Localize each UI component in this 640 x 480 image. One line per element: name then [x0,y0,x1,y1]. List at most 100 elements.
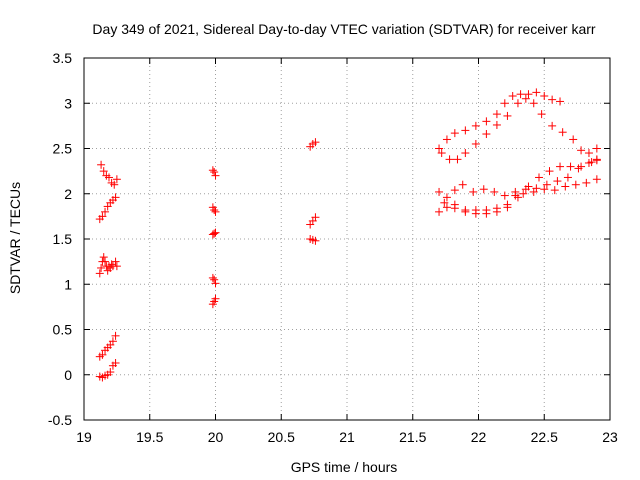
data-point [98,350,107,359]
data-point [111,193,120,202]
data-point [482,130,491,139]
data-point [503,111,512,120]
data-point [99,167,108,176]
data-point [435,207,444,216]
data-point [210,206,219,215]
data-point [97,263,106,272]
data-point [577,162,586,171]
data-point [500,99,509,108]
data-point [211,294,220,303]
data-point [482,117,491,126]
data-point [529,187,538,196]
data-point [545,167,554,176]
y-tick-label: 2 [64,186,72,202]
data-point [571,180,580,189]
data-point [98,212,107,221]
data-point [482,206,491,215]
data-point [453,155,462,164]
y-tick-label: 1 [64,276,72,292]
data-point [461,207,470,216]
chart-title: Day 349 of 2021, Sidereal Day-to-day VTE… [92,21,595,37]
grid [84,58,610,420]
data-point [111,358,120,367]
data-point [95,269,104,278]
data-point [542,180,551,189]
y-tick-labels: -0.5 0 0.5 1 1.5 2 2.5 3 3.5 [48,50,72,428]
data-point [508,92,517,101]
data-point [210,275,219,284]
data-point [440,198,449,207]
data-point [442,193,451,202]
data-point [458,180,467,189]
data-point [101,207,110,216]
data-point [437,149,446,158]
data-point [208,273,217,282]
data-point [548,95,557,104]
x-tick-label: 21.5 [399,429,426,445]
data-point [208,166,217,175]
data-point [442,203,451,212]
y-tick-label: 1.5 [53,231,73,247]
x-tick-label: 19 [76,429,92,445]
data-point [540,185,549,194]
data-point [592,155,601,164]
data-point [106,368,115,377]
data-point [450,186,459,195]
data-point [492,204,501,213]
data-point [492,120,501,129]
data-point [469,187,478,196]
data-point [111,331,120,340]
data-point [435,187,444,196]
x-tick-labels: 19 19.5 20 20.5 21 21.5 22 22.5 23 [76,429,618,445]
data-point [445,155,454,164]
data-point [112,175,121,184]
data-point [471,139,480,148]
x-tick-label: 22 [471,429,487,445]
data-point [577,146,586,155]
data-point [311,236,320,245]
data-point [101,257,110,266]
data-point [311,213,320,222]
data-point [516,90,525,99]
data-point [503,200,512,209]
data-point [111,257,120,266]
data-point [492,110,501,119]
data-point [112,262,121,271]
data-point [461,149,470,158]
data-points [95,88,601,382]
data-point [210,229,219,238]
data-point [556,162,565,171]
data-point [450,204,459,213]
data-point [556,97,565,106]
y-tick-label: 3.5 [53,50,73,66]
y-tick-label: 0 [64,367,72,383]
data-point [566,162,575,171]
axis-ticks [83,57,611,421]
y-tick-label: -0.5 [48,412,72,428]
data-point [529,99,538,108]
data-point [519,189,528,198]
data-point [490,187,499,196]
data-point [592,144,601,153]
data-point [563,173,572,182]
data-point [592,175,601,184]
data-point [513,99,522,108]
data-point [550,186,559,195]
data-point [532,88,541,97]
data-point [537,110,546,119]
data-point [99,253,108,262]
x-tick-label: 22.5 [531,429,558,445]
data-point [211,171,220,180]
data-point [450,129,459,138]
data-point [540,92,549,101]
y-tick-label: 2.5 [53,141,73,157]
data-point [108,337,117,346]
data-point [471,121,480,130]
data-point [587,158,596,167]
x-tick-label: 21 [339,429,355,445]
data-point [311,138,320,147]
data-point [524,182,533,191]
data-point [548,121,557,130]
